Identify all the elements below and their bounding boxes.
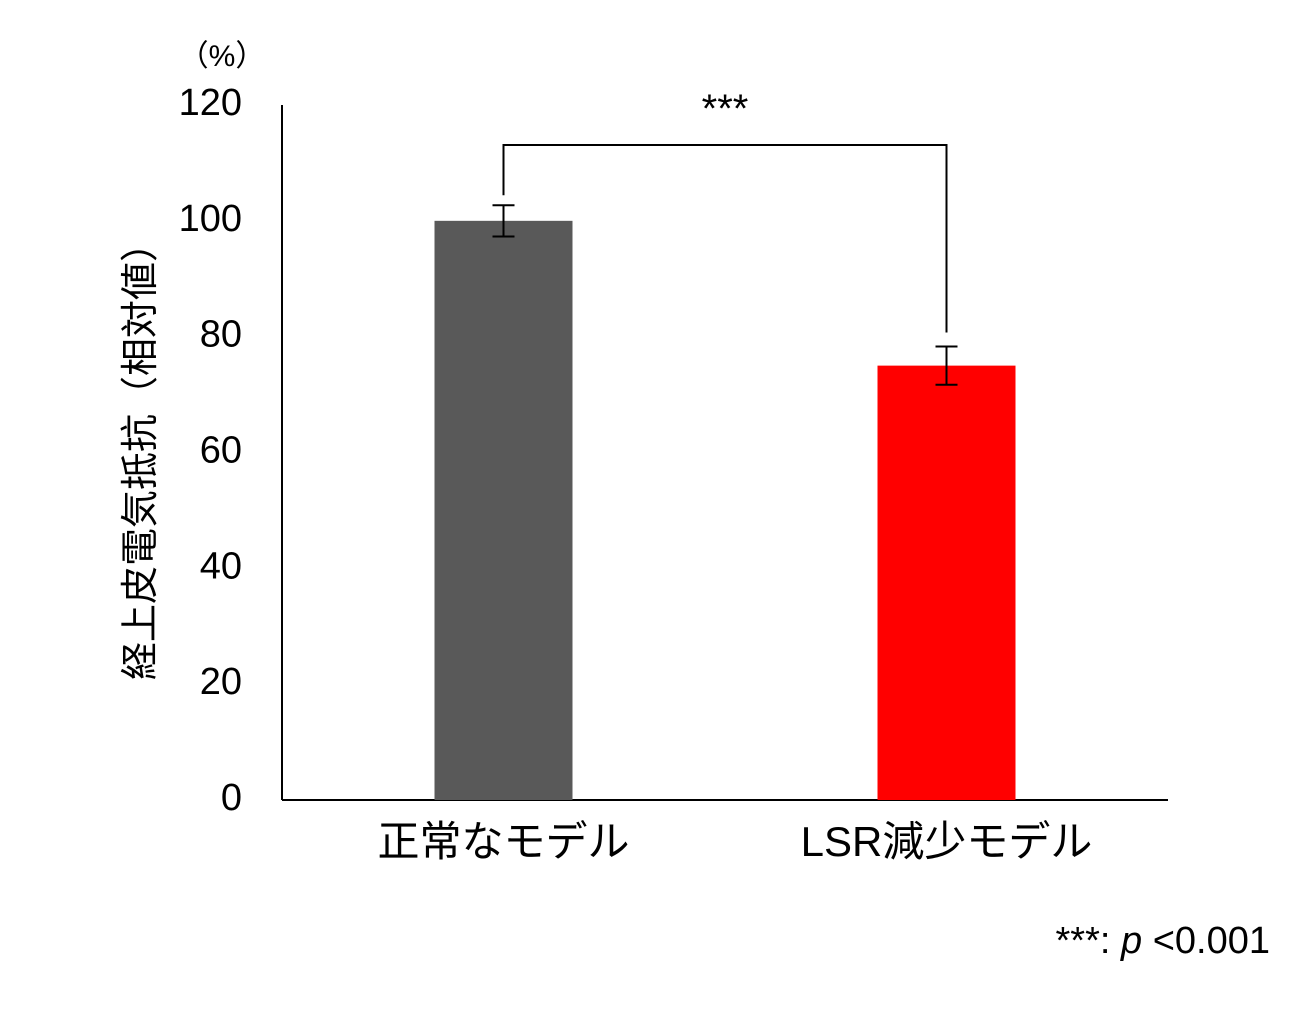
x-category-labels: 正常なモデル LSR減少モデル [377, 818, 1092, 865]
bars [434, 220, 1016, 801]
footnote: ***: p <0.001 [1056, 920, 1270, 962]
y-unit-label: （%） [179, 40, 266, 73]
footnote-threshold: <0.001 [1153, 920, 1270, 962]
y-tick-label: 120 [179, 82, 242, 124]
y-tick-label: 60 [200, 430, 242, 472]
x-category-label: LSR減少モデル [801, 818, 1093, 865]
y-tick-label: 80 [200, 314, 242, 356]
y-tick-label: 20 [200, 661, 242, 703]
significance-bracket: *** [502, 87, 948, 333]
y-tick-label: 0 [221, 777, 242, 819]
y-tick-label: 100 [179, 198, 242, 240]
bar [434, 220, 573, 801]
error-bars [492, 204, 958, 386]
y-axis-title: 経上皮電気抵抗（相対値） [120, 224, 162, 680]
x-category-label: 正常なモデル [377, 818, 629, 865]
y-tick-labels: 0 20 40 60 80 100 120 [179, 82, 242, 819]
bar [877, 365, 1016, 800]
y-tick-label: 40 [200, 545, 242, 587]
footnote-stars: ***: [1056, 920, 1111, 962]
footnote-p: p [1120, 920, 1142, 962]
axes [281, 105, 1168, 801]
significance-label: *** [702, 87, 749, 131]
significance-bracket-line [502, 144, 948, 333]
